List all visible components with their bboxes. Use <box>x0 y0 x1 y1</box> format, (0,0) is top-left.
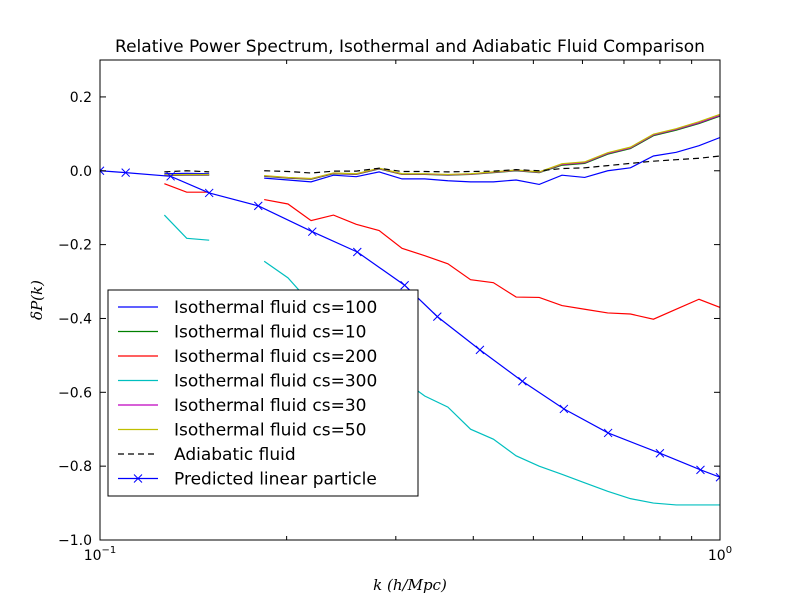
legend-label: Isothermal fluid cs=200 <box>174 347 377 367</box>
data-point-marker <box>204 188 214 198</box>
data-point-marker <box>475 345 485 355</box>
data-point-marker <box>400 280 409 290</box>
data-point-marker <box>166 171 175 181</box>
data-point-marker <box>715 472 720 482</box>
series-0 <box>164 136 720 186</box>
legend-label: Predicted linear particle <box>174 470 377 490</box>
series-6 <box>164 155 720 174</box>
data-point-marker <box>352 247 362 257</box>
data-point-marker <box>603 428 613 438</box>
y-tick-label: −0.6 <box>58 385 92 401</box>
x-tick-label: 100 <box>708 545 732 564</box>
legend-box <box>107 289 419 497</box>
ticks-layer: 0.2 0.0 −0.2 −0.4 −0.6 −0.8 −1.010−1 100 <box>58 60 732 564</box>
series-line-6-0 <box>164 170 210 173</box>
series-2 <box>164 183 720 320</box>
legend-item-3: Isothermal fluid cs=300 <box>118 372 377 392</box>
series-line-0-1 <box>264 136 720 186</box>
series-line-2-0 <box>164 183 210 193</box>
y-tick-label: 0.2 <box>70 90 92 106</box>
series-line-6-1 <box>264 155 720 174</box>
data-point-marker <box>100 166 105 176</box>
y-tick-label: −0.4 <box>58 311 92 327</box>
data-point-marker <box>253 201 263 211</box>
legend-label: Isothermal fluid cs=10 <box>174 323 366 343</box>
x-tick-label: 10−1 <box>84 545 117 564</box>
legend-label: Adiabatic fluid <box>174 445 296 465</box>
series-line-2-1 <box>264 198 720 320</box>
legend: Isothermal fluid cs=100 Isothermal fluid … <box>107 289 419 497</box>
data-point-marker <box>307 227 317 237</box>
x-axis-label: k (h/Mpc) <box>373 576 447 594</box>
series-7 <box>100 166 720 482</box>
data-point-marker <box>121 168 131 177</box>
series-line-5-1 <box>264 113 720 180</box>
legend-label: Isothermal fluid cs=30 <box>174 396 366 416</box>
legend-label: Isothermal fluid cs=50 <box>174 421 366 441</box>
y-tick-label: −1.0 <box>58 533 92 549</box>
legend-label: Isothermal fluid cs=300 <box>174 372 377 392</box>
legend-label: Isothermal fluid cs=100 <box>174 298 377 318</box>
data-point-marker <box>518 376 527 386</box>
y-tick-label: 0.0 <box>70 164 92 180</box>
y-tick-label: −0.8 <box>58 459 92 475</box>
legend-item-5: Isothermal fluid cs=50 <box>118 421 366 441</box>
data-point-marker <box>432 312 442 321</box>
plot-border <box>99 59 721 541</box>
legend-item-6: Adiabatic fluid <box>118 445 296 465</box>
series-line-7-0 <box>100 170 720 478</box>
data-point-marker <box>559 404 569 414</box>
data-point-marker <box>655 448 665 458</box>
legend-item-0: Isothermal fluid cs=100 <box>118 298 377 318</box>
legend-marker <box>133 474 143 483</box>
legend-item-2: Isothermal fluid cs=200 <box>118 347 377 367</box>
y-tick-label: −0.2 <box>58 238 92 254</box>
data-point-marker <box>696 465 705 475</box>
legend-item-1: Isothermal fluid cs=10 <box>118 323 366 343</box>
series-line-3-0 <box>163 214 210 241</box>
legend-item-7: Predicted linear particle <box>118 470 377 490</box>
legend-item-4: Isothermal fluid cs=30 <box>118 396 366 416</box>
chart-title: Relative Power Spectrum, Isothermal and … <box>115 37 705 57</box>
y-axis-label: δP(k) <box>28 280 46 320</box>
